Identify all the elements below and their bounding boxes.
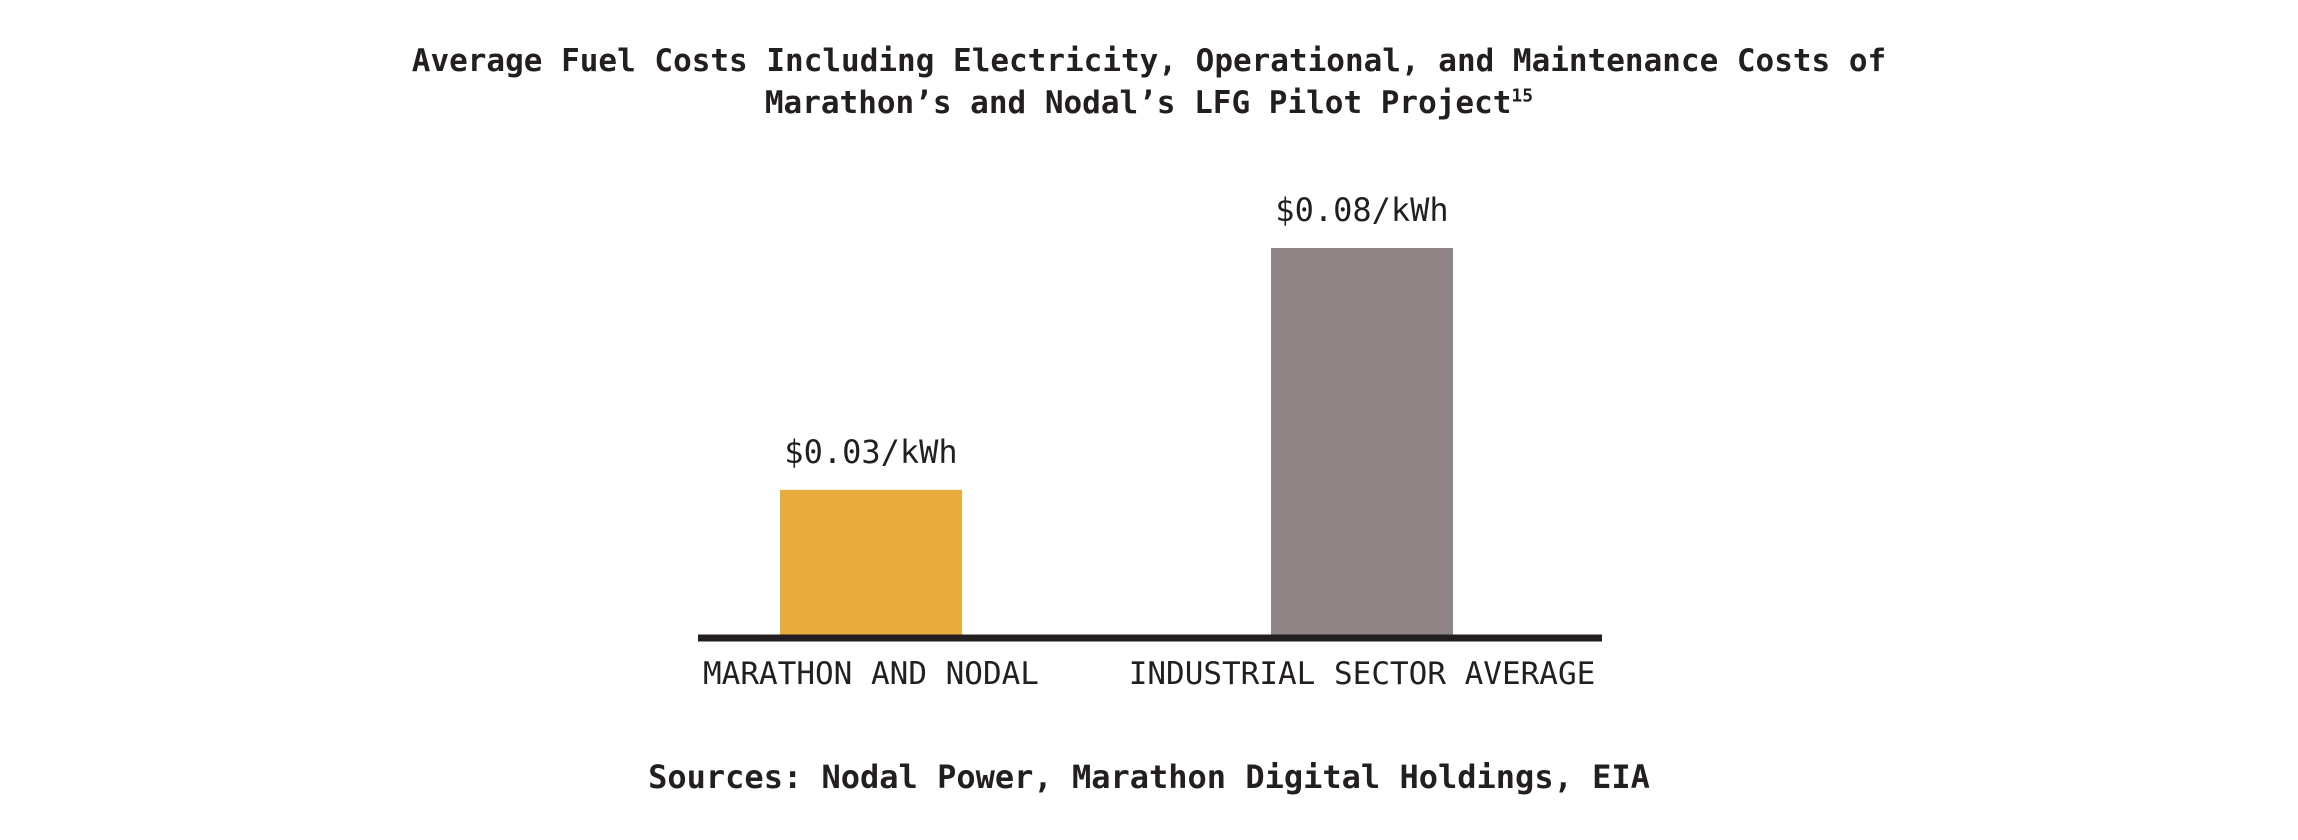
chart-title-line2: Marathon’s and Nodal’s LFG Pilot Project	[764, 85, 1512, 121]
bars-layer	[780, 248, 1453, 635]
category-label-1: MARATHON AND NODAL	[703, 656, 1039, 692]
labels-layer: $0.03/kWh MARATHON AND NODAL $0.08/kWh INDU…	[703, 191, 1595, 692]
bar-value-label-2: $0.08/kWh	[1275, 191, 1448, 229]
bar-2	[1271, 248, 1453, 635]
title-footnote-ref: 15	[1511, 85, 1534, 107]
bar-1	[780, 489, 962, 635]
chart-title: Average Fuel Costs Including Electricity…	[0, 40, 2298, 124]
category-label-2: INDUSTRIAL SECTOR AVERAGE	[1129, 656, 1596, 692]
chart-source: Sources: Nodal Power, Marathon Digital H…	[648, 758, 1650, 796]
chart-title-line1: Average Fuel Costs Including Electricity…	[411, 43, 1887, 79]
bar-value-label-1: $0.03/kWh	[784, 433, 957, 471]
